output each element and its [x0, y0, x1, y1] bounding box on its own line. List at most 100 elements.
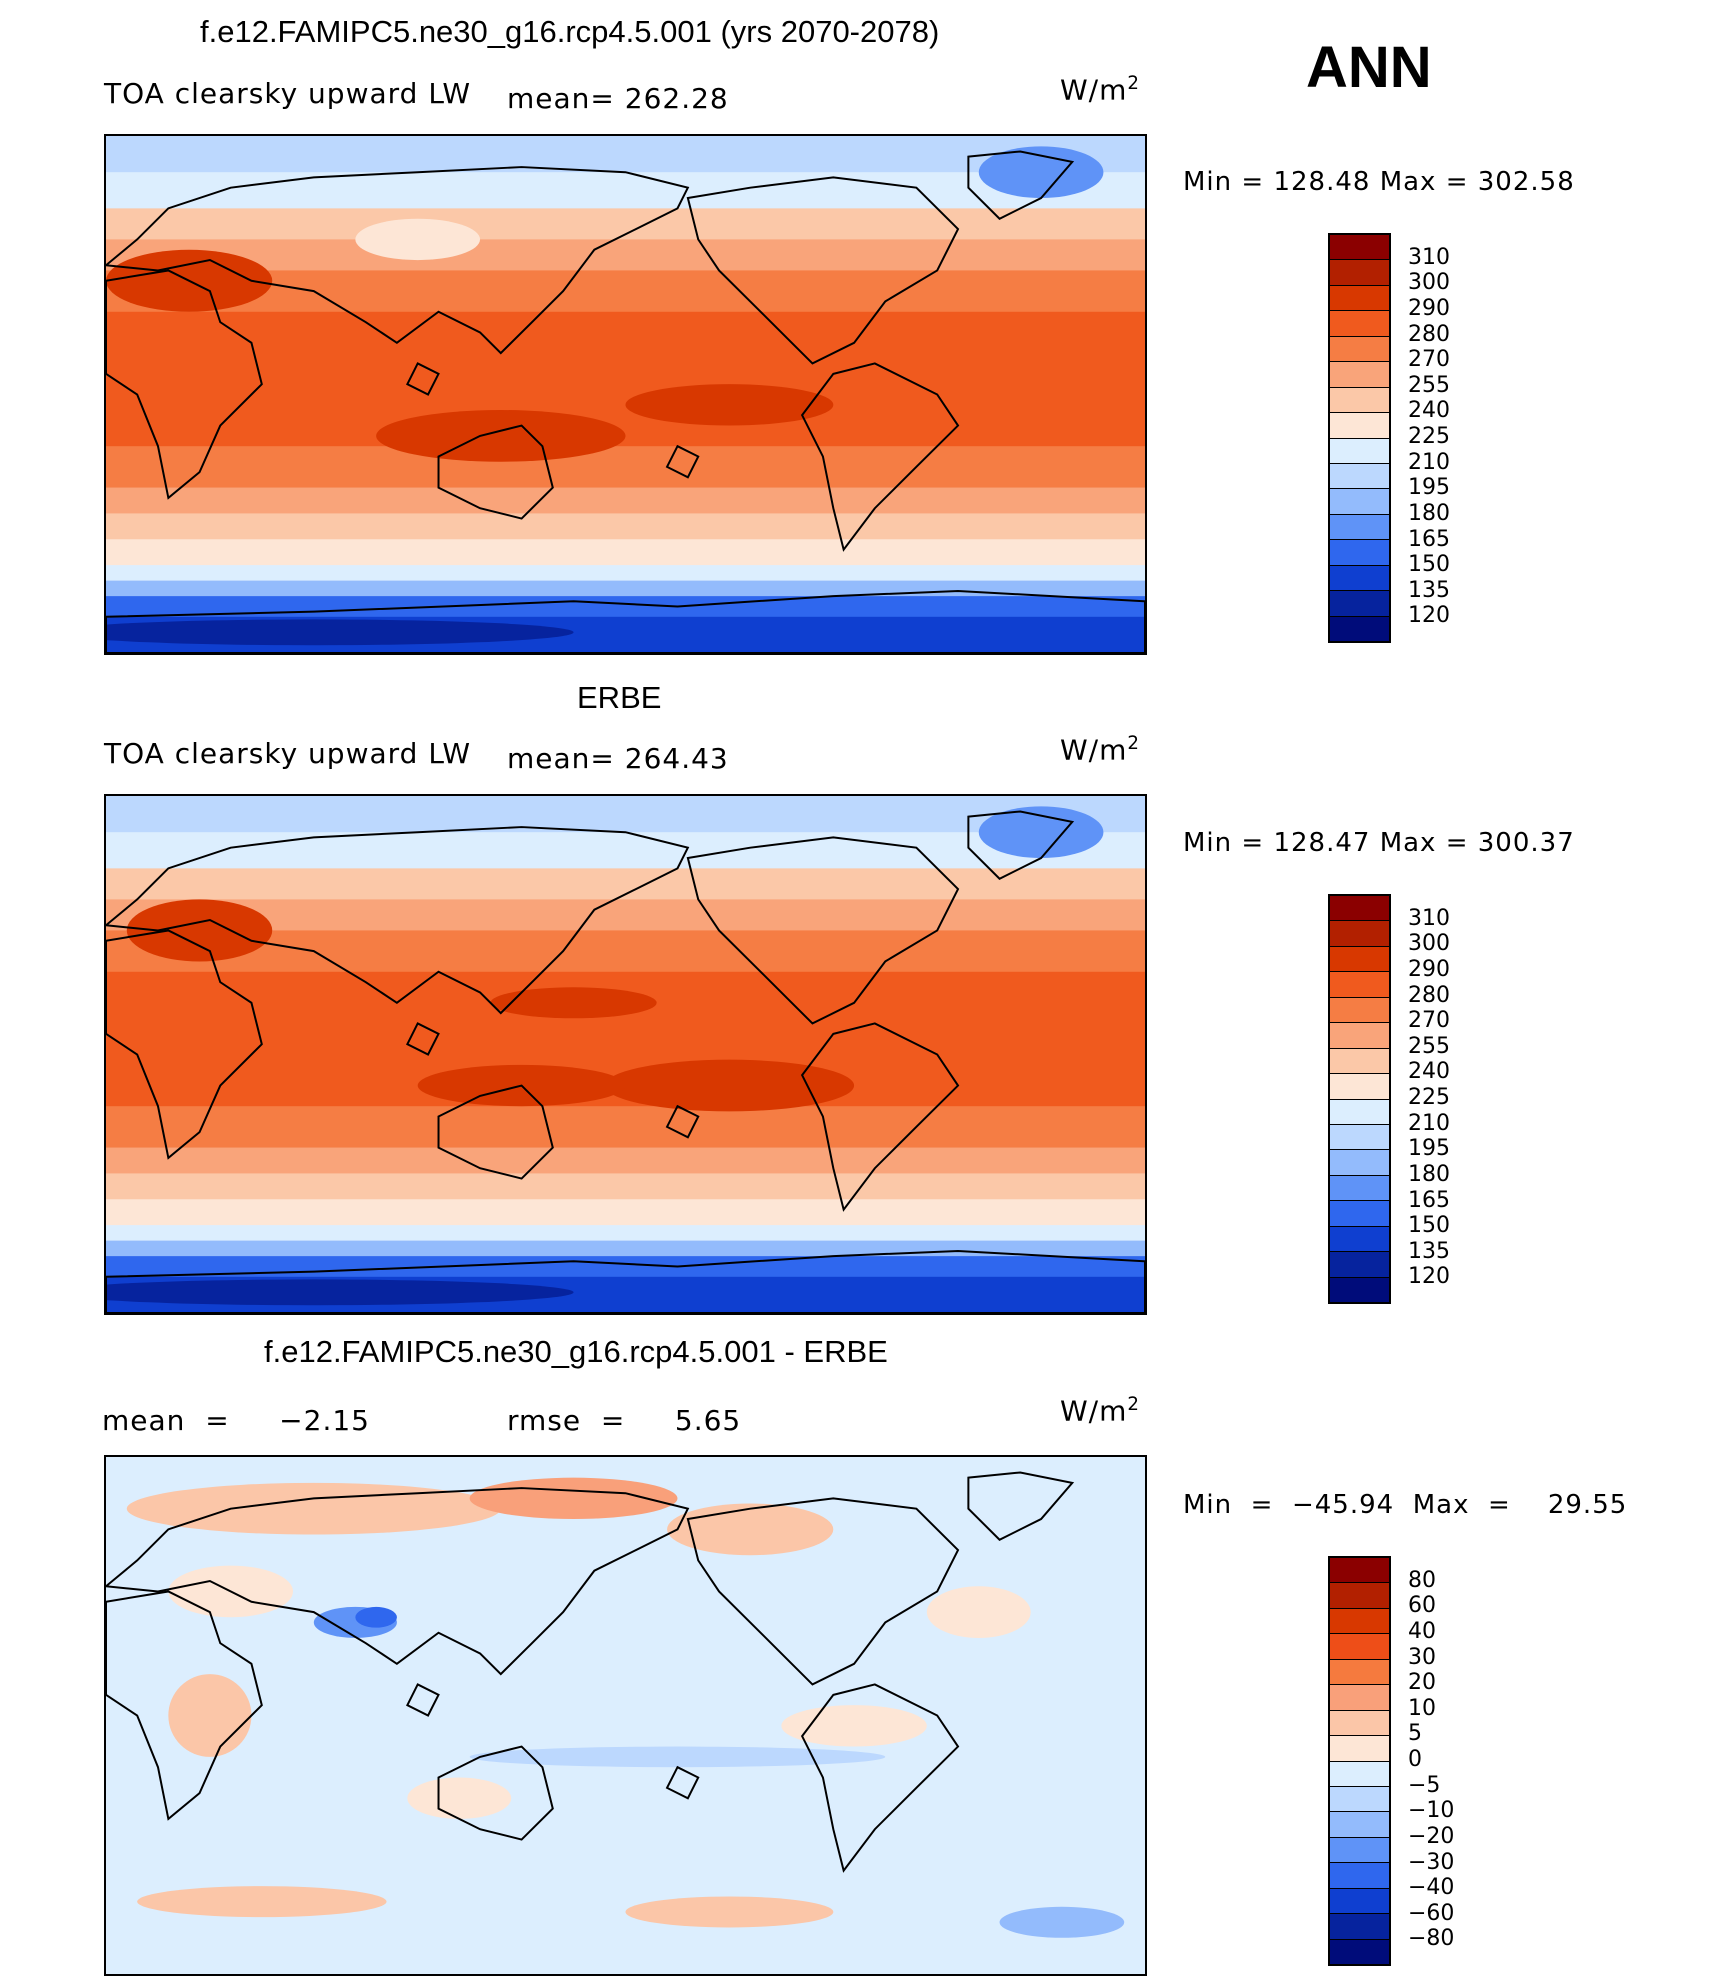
colorbar-tick-label: 255 [1408, 1033, 1450, 1059]
colorbar-box [1330, 489, 1389, 515]
colorbar-box [1330, 514, 1389, 541]
colorbar-box [1330, 1888, 1389, 1915]
colorbar-tick-label: 5 [1408, 1721, 1422, 1747]
colorbar-box [1330, 1939, 1389, 1964]
colorbar-tick-label: 180 [1408, 1161, 1450, 1187]
panel1-colorbar [1328, 233, 1391, 643]
panel2-title: ERBE [577, 680, 662, 715]
colorbar-tick-label: 310 [1408, 244, 1450, 270]
colorbar-box [1330, 540, 1389, 566]
colorbar-box [1330, 438, 1389, 464]
colorbar-box [1330, 1252, 1389, 1278]
colorbar-box [1330, 413, 1389, 439]
panel2-map [104, 794, 1147, 1315]
colorbar-box [1330, 1659, 1389, 1686]
colorbar-tick-label: 135 [1408, 1238, 1450, 1264]
colorbar-box [1330, 1175, 1389, 1202]
colorbar-tick-label: 165 [1408, 1187, 1450, 1213]
colorbar-tick-label: 135 [1408, 577, 1450, 603]
colorbar-tick-label: 195 [1408, 475, 1450, 501]
colorbar-tick-label: 210 [1408, 449, 1450, 475]
panel2-colorbar-ticks: 310 300 290 280 270 255 240 225 210 195 180 165 150 1… [1408, 894, 1508, 1304]
colorbar-box [1330, 362, 1389, 388]
panel2-mean: mean= 264.43 [507, 742, 729, 775]
colorbar-tick-label: −80 [1408, 1926, 1455, 1952]
colorbar-box [1330, 1558, 1389, 1584]
panel3-minmax: Min = −45.94 Max = 29.55 [1183, 1490, 1628, 1520]
colorbar-box [1330, 1812, 1389, 1838]
colorbar-box [1330, 997, 1389, 1024]
colorbar-tick-label: 10 [1408, 1695, 1436, 1721]
panel1-minmax: Min = 128.48 Max = 302.58 [1183, 167, 1575, 197]
colorbar-tick-label: 150 [1408, 552, 1450, 578]
colorbar-tick-label: 150 [1408, 1213, 1450, 1239]
colorbar-box [1330, 1608, 1389, 1635]
colorbar-tick-label: 225 [1408, 1085, 1450, 1110]
colorbar-tick-label: 120 [1408, 1264, 1450, 1290]
panel3-units: W/m2 [1060, 1394, 1140, 1428]
colorbar-tick-label: 120 [1408, 603, 1450, 629]
colorbar-tick-label: 180 [1408, 500, 1450, 526]
colorbar-tick-label: 280 [1408, 982, 1450, 1008]
colorbar-tick-label: 80 [1408, 1567, 1436, 1593]
colorbar-box [1330, 1099, 1389, 1125]
colorbar-tick-label: −60 [1408, 1900, 1455, 1926]
colorbar-tick-label: 195 [1408, 1136, 1450, 1162]
panel2-colorbar [1328, 894, 1391, 1304]
colorbar-tick-label: 240 [1408, 1059, 1450, 1085]
colorbar-tick-label: −10 [1408, 1798, 1455, 1824]
colorbar-tick-label: 300 [1408, 931, 1450, 957]
panel3-colorbar [1328, 1556, 1391, 1966]
colorbar-box [1330, 1634, 1389, 1660]
colorbar-box [1330, 311, 1389, 337]
panel3-rmse: rmse = 5.65 [507, 1404, 742, 1437]
colorbar-box [1330, 1226, 1389, 1253]
colorbar-box [1330, 1023, 1389, 1049]
colorbar-tick-label: 0 [1408, 1747, 1422, 1772]
colorbar-tick-label: 165 [1408, 526, 1450, 552]
panel1-variable: TOA clearsky upward LW [104, 77, 472, 110]
colorbar-box [1330, 921, 1389, 947]
colorbar-tick-label: 210 [1408, 1110, 1450, 1136]
colorbar-box [1330, 260, 1389, 286]
colorbar-box [1330, 565, 1389, 592]
colorbar-tick-label: 30 [1408, 1644, 1436, 1670]
panel2-minmax: Min = 128.47 Max = 300.37 [1183, 828, 1575, 858]
colorbar-box [1330, 1685, 1389, 1711]
colorbar-box [1330, 336, 1389, 363]
colorbar-tick-label: 20 [1408, 1670, 1436, 1696]
colorbar-box [1330, 1761, 1389, 1787]
panel3-title: f.e12.FAMIPC5.ne30_g16.rcp4.5.001 - ERBE [264, 1334, 888, 1369]
colorbar-box [1330, 1074, 1389, 1100]
panel3-mean: mean = −2.15 [102, 1404, 370, 1437]
colorbar-tick-label: 225 [1408, 424, 1450, 449]
colorbar-tick-label: 60 [1408, 1593, 1436, 1619]
colorbar-box [1330, 1837, 1389, 1864]
colorbar-box [1330, 387, 1389, 414]
panel1-colorbar-ticks: 310 300 290 280 270 255 240 225 210 195 180 165 150 1… [1408, 233, 1508, 643]
colorbar-box [1330, 1583, 1389, 1609]
panel2-variable: TOA clearsky upward LW [104, 737, 472, 770]
colorbar-tick-label: 310 [1408, 905, 1450, 931]
colorbar-tick-label: −40 [1408, 1875, 1455, 1901]
colorbar-tick-label: 240 [1408, 398, 1450, 424]
colorbar-box [1330, 1786, 1389, 1813]
colorbar-tick-label: 300 [1408, 270, 1450, 296]
colorbar-tick-label: 290 [1408, 956, 1450, 982]
colorbar-box [1330, 1914, 1389, 1940]
colorbar-tick-label: −5 [1408, 1772, 1441, 1798]
colorbar-box [1330, 616, 1389, 641]
colorbar-box [1330, 463, 1389, 490]
colorbar-box [1330, 972, 1389, 998]
colorbar-tick-label: −30 [1408, 1849, 1455, 1875]
colorbar-box [1330, 1736, 1389, 1762]
colorbar-box [1330, 1710, 1389, 1737]
colorbar-box [1330, 1150, 1389, 1176]
colorbar-box [1330, 946, 1389, 973]
colorbar-box [1330, 1124, 1389, 1151]
season-label: ANN [1306, 35, 1432, 100]
colorbar-tick-label: 270 [1408, 347, 1450, 373]
panel1-map [104, 134, 1147, 655]
panel1-units: W/m2 [1060, 73, 1140, 107]
colorbar-box [1330, 235, 1389, 261]
